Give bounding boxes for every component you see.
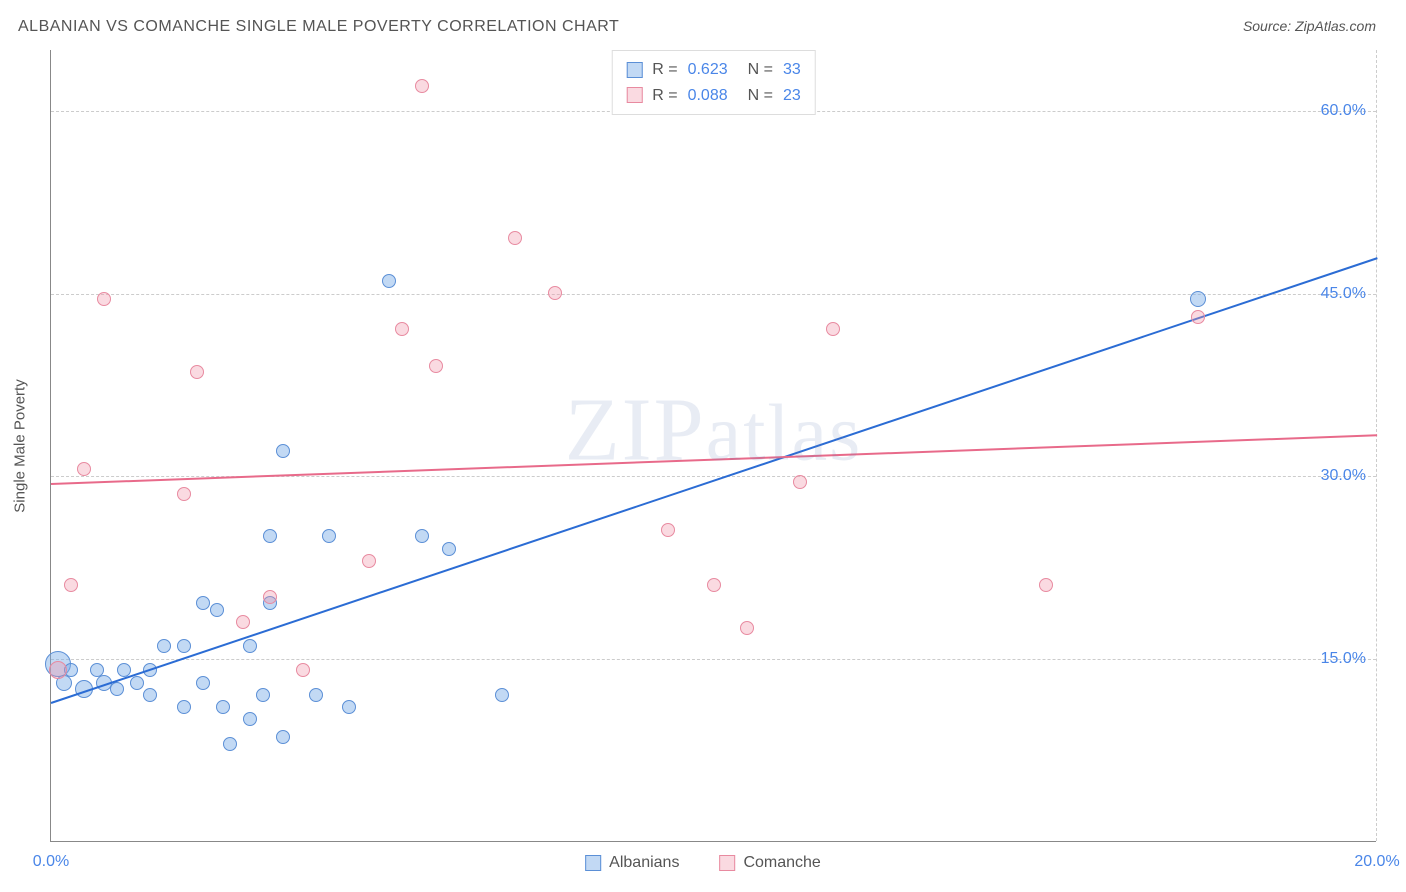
- data-point: [415, 79, 429, 93]
- data-point: [64, 578, 78, 592]
- series-legend: Albanians Comanche: [585, 854, 821, 872]
- data-point: [309, 688, 323, 702]
- chart-title: ALBANIAN VS COMANCHE SINGLE MALE POVERTY…: [18, 18, 619, 36]
- legend-item: Comanche: [719, 854, 820, 872]
- data-point: [49, 661, 67, 679]
- data-point: [256, 688, 270, 702]
- data-point: [276, 444, 290, 458]
- data-point: [495, 688, 509, 702]
- data-point: [342, 700, 356, 714]
- data-point: [243, 712, 257, 726]
- data-point: [508, 231, 522, 245]
- data-point: [661, 523, 675, 537]
- y-tick-label: 15.0%: [1321, 650, 1366, 668]
- data-point: [190, 365, 204, 379]
- gridline-horizontal: [51, 294, 1376, 295]
- plot-area: ZIPatlas R = 0.623 N = 33 R = 0.088 N = 23 15.0…: [50, 50, 1376, 842]
- data-point: [263, 529, 277, 543]
- data-point: [157, 639, 171, 653]
- data-point: [1191, 310, 1205, 324]
- legend-r-value: 0.623: [688, 57, 728, 83]
- data-point: [442, 542, 456, 556]
- correlation-legend: R = 0.623 N = 33 R = 0.088 N = 23: [611, 50, 816, 115]
- y-tick-label: 45.0%: [1321, 285, 1366, 303]
- gridline-horizontal: [51, 659, 1376, 660]
- data-point: [793, 475, 807, 489]
- data-point: [223, 737, 237, 751]
- source-label: Source: ZipAtlas.com: [1243, 18, 1376, 34]
- legend-label: Comanche: [743, 854, 820, 872]
- data-point: [263, 590, 277, 604]
- y-tick-label: 60.0%: [1321, 102, 1366, 120]
- data-point: [740, 621, 754, 635]
- legend-n-label: N =: [748, 83, 773, 109]
- legend-swatch: [585, 855, 601, 871]
- legend-r-value: 0.088: [688, 83, 728, 109]
- data-point: [196, 676, 210, 690]
- data-point: [1190, 291, 1206, 307]
- data-point: [177, 700, 191, 714]
- data-point: [296, 663, 310, 677]
- data-point: [429, 359, 443, 373]
- data-point: [236, 615, 250, 629]
- watermark: ZIPatlas: [565, 378, 863, 481]
- data-point: [97, 292, 111, 306]
- gridline-vertical: [1376, 50, 1377, 841]
- data-point: [362, 554, 376, 568]
- data-point: [322, 529, 336, 543]
- data-point: [382, 274, 396, 288]
- data-point: [143, 688, 157, 702]
- data-point: [216, 700, 230, 714]
- legend-r-label: R =: [652, 83, 677, 109]
- legend-swatch: [719, 855, 735, 871]
- data-point: [210, 603, 224, 617]
- data-point: [177, 639, 191, 653]
- data-point: [1039, 578, 1053, 592]
- legend-n-value: 33: [783, 57, 801, 83]
- legend-row: R = 0.088 N = 23: [626, 83, 801, 109]
- data-point: [77, 462, 91, 476]
- legend-row: R = 0.623 N = 33: [626, 57, 801, 83]
- chart-container: ALBANIAN VS COMANCHE SINGLE MALE POVERTY…: [0, 0, 1406, 892]
- data-point: [276, 730, 290, 744]
- legend-n-value: 23: [783, 83, 801, 109]
- trend-line: [51, 257, 1378, 704]
- data-point: [110, 682, 124, 696]
- legend-swatch: [626, 62, 642, 78]
- data-point: [707, 578, 721, 592]
- x-tick-label: 20.0%: [1354, 853, 1399, 871]
- data-point: [243, 639, 257, 653]
- data-point: [826, 322, 840, 336]
- data-point: [415, 529, 429, 543]
- x-tick-label: 0.0%: [33, 853, 69, 871]
- data-point: [395, 322, 409, 336]
- y-tick-label: 30.0%: [1321, 467, 1366, 485]
- data-point: [196, 596, 210, 610]
- y-axis-label: Single Male Poverty: [12, 379, 29, 512]
- data-point: [177, 487, 191, 501]
- legend-item: Albanians: [585, 854, 679, 872]
- legend-label: Albanians: [609, 854, 679, 872]
- data-point: [548, 286, 562, 300]
- legend-r-label: R =: [652, 57, 677, 83]
- legend-n-label: N =: [748, 57, 773, 83]
- legend-swatch: [626, 87, 642, 103]
- data-point: [130, 676, 144, 690]
